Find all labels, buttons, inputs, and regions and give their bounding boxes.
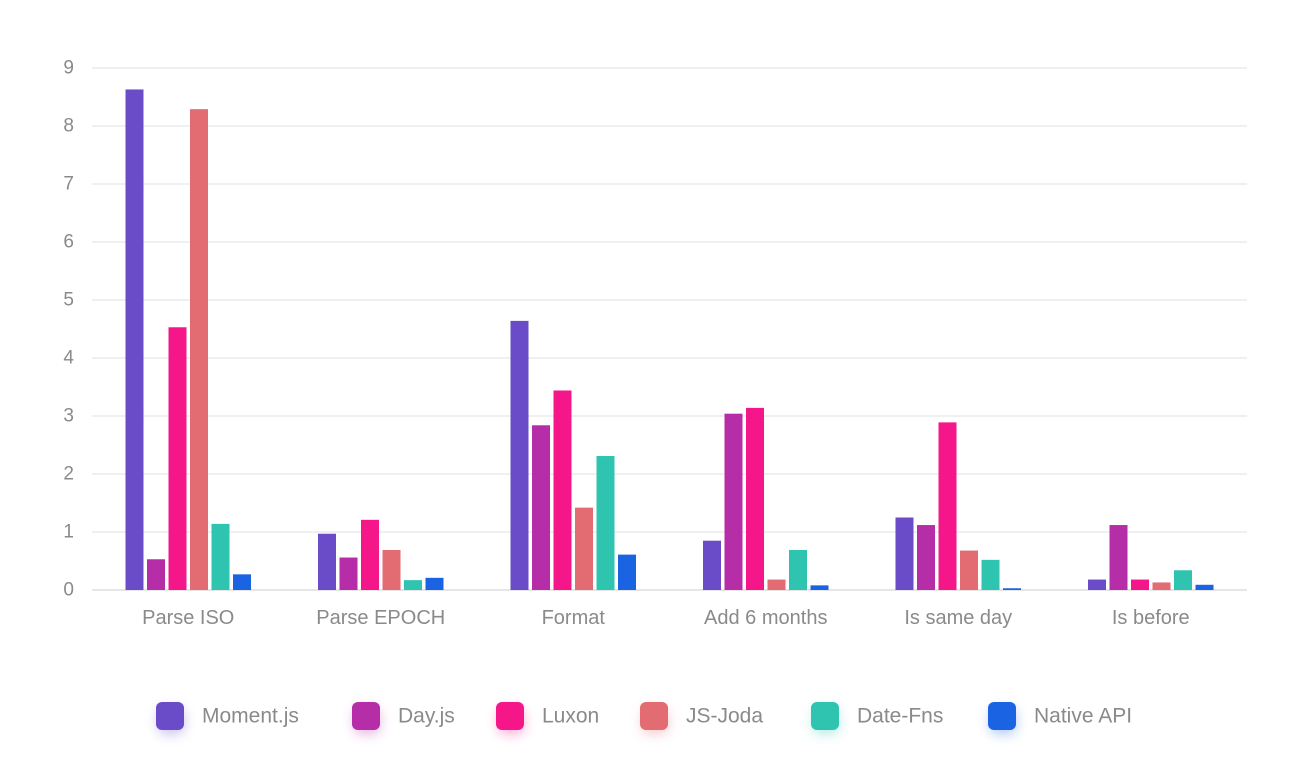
- y-tick-label: 4: [63, 348, 74, 369]
- bar-luxon-is-same-day: [938, 422, 957, 590]
- legend-item-moment-js: Moment.js: [156, 702, 299, 734]
- legend-label: Native API: [1034, 705, 1132, 728]
- bar-moment-js-is-same-day: [895, 517, 914, 590]
- legend-label: Moment.js: [202, 705, 299, 728]
- y-tick-label: 8: [63, 116, 74, 137]
- bar-moment-js-parse-iso: [125, 89, 144, 591]
- legend-swatch: [988, 702, 1016, 730]
- bar-date-fns-format: [596, 456, 615, 590]
- legend-item-js-joda: JS-Joda: [640, 702, 763, 734]
- bar-js-joda-is-before: [1152, 582, 1171, 590]
- bars: [125, 89, 1214, 591]
- bar-native-api-is-same-day: [1003, 588, 1021, 590]
- bar-js-joda-parse-epoch: [382, 549, 401, 590]
- bar-moment-js-is-before: [1088, 579, 1106, 590]
- bar-day-js-parse-epoch: [339, 557, 358, 590]
- bar-date-fns-add-6-months: [789, 549, 807, 590]
- x-tick-label: Is same day: [904, 607, 1012, 629]
- y-tick-label: 9: [63, 58, 74, 79]
- x-tick-label: Is before: [1112, 607, 1190, 629]
- bar-native-api-format: [618, 554, 636, 590]
- legend-swatch: [352, 702, 380, 730]
- bar-luxon-add-6-months: [746, 407, 764, 590]
- bar-date-fns-is-before: [1174, 570, 1192, 590]
- y-tick-label: 3: [63, 406, 74, 427]
- bar-js-joda-parse-iso: [190, 109, 208, 591]
- legend-item-luxon: Luxon: [496, 702, 599, 734]
- bar-native-api-parse-iso: [233, 574, 251, 590]
- bar-native-api-parse-epoch: [425, 577, 444, 590]
- x-tick-label: Format: [542, 607, 606, 629]
- bar-js-joda-is-same-day: [960, 550, 978, 590]
- x-tick-label: Parse EPOCH: [316, 607, 445, 629]
- bar-luxon-format: [553, 390, 572, 590]
- bar-js-joda-add-6-months: [767, 579, 786, 590]
- bar-luxon-parse-iso: [168, 327, 187, 590]
- legend-item-date-fns: Date-Fns: [811, 702, 943, 734]
- bar-native-api-is-before: [1195, 584, 1214, 590]
- legend-label: Luxon: [542, 705, 599, 728]
- bar-day-js-parse-iso: [147, 559, 165, 590]
- bar-day-js-add-6-months: [724, 413, 743, 590]
- legend: Moment.js Day.js Luxon JS-Joda Date-Fns Nativ…: [156, 702, 1132, 734]
- bar-day-js-is-before: [1109, 525, 1128, 590]
- y-tick-label: 7: [63, 174, 74, 195]
- bar-date-fns-parse-iso: [211, 523, 230, 590]
- y-tick-label: 0: [63, 580, 74, 601]
- x-tick-label: Add 6 months: [704, 607, 827, 629]
- bar-date-fns-parse-epoch: [404, 580, 422, 590]
- bar-luxon-parse-epoch: [361, 519, 379, 590]
- bar-native-api-add-6-months: [810, 585, 829, 590]
- y-tick-label: 2: [63, 464, 74, 485]
- legend-item-day-js: Day.js: [352, 702, 455, 734]
- legend-swatch: [496, 702, 524, 730]
- y-tick-label: 1: [63, 522, 74, 543]
- bar-day-js-format: [532, 425, 550, 590]
- y-axis-ticks: 0 1 2 3 4 5 6 7 8 9: [63, 58, 74, 601]
- x-tick-label: Parse ISO: [142, 607, 234, 629]
- legend-swatch: [156, 702, 184, 730]
- y-tick-label: 6: [63, 232, 74, 253]
- bar-luxon-is-before: [1131, 579, 1149, 590]
- bar-date-fns-is-same-day: [981, 559, 1000, 590]
- bar-day-js-is-same-day: [917, 525, 935, 590]
- bar-moment-js-format: [510, 320, 529, 590]
- legend-item-native-api: Native API: [988, 702, 1132, 734]
- bar-moment-js-add-6-months: [703, 540, 721, 590]
- legend-label: Day.js: [398, 705, 455, 728]
- x-axis-ticks: Parse ISO Parse EPOCH Format Add 6 months Is…: [142, 607, 1190, 629]
- legend-label: Date-Fns: [857, 705, 943, 728]
- legend-label: JS-Joda: [686, 705, 763, 728]
- legend-swatch: [640, 702, 668, 730]
- gridlines: [92, 67, 1247, 591]
- legend-swatch: [811, 702, 839, 730]
- y-tick-label: 5: [63, 290, 74, 311]
- bar-moment-js-parse-epoch: [318, 533, 336, 590]
- bar-js-joda-format: [575, 507, 593, 590]
